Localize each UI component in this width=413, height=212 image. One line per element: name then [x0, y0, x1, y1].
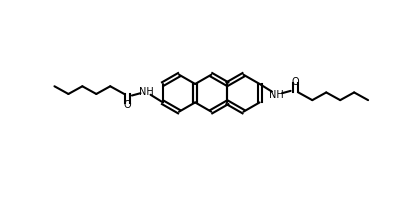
Text: O: O [292, 77, 299, 87]
Text: NH: NH [138, 87, 153, 97]
Text: NH: NH [269, 90, 284, 100]
Text: O: O [123, 100, 131, 110]
